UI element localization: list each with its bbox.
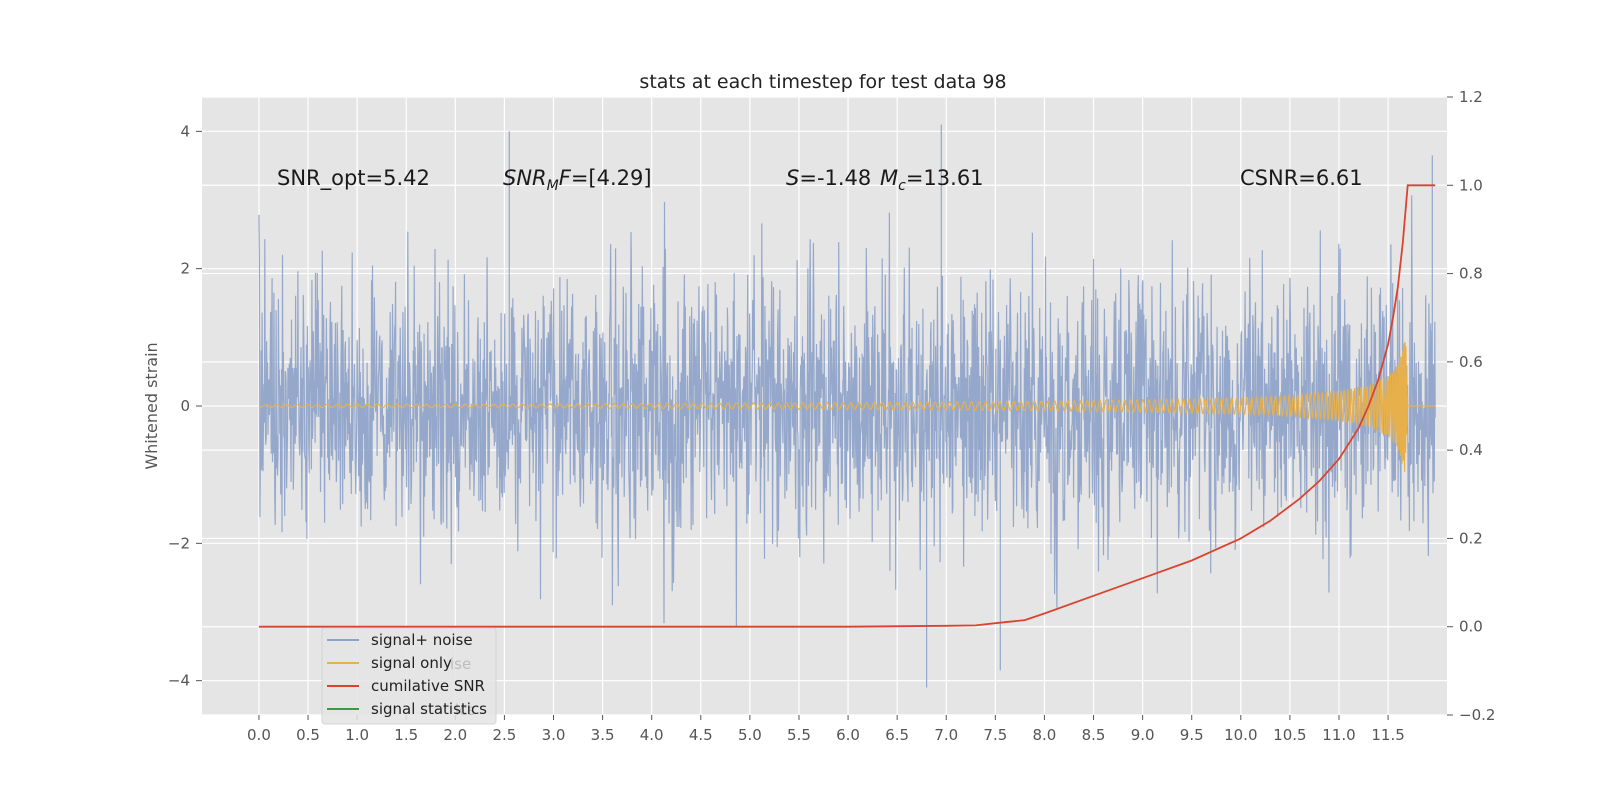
y-tick-label: −4 <box>168 672 190 690</box>
y-axis-right: −0.2 0.0 0.2 0.4 0.6 0.8 1.0 1.2 <box>1447 88 1495 724</box>
annotation-s-prefix: S <box>786 166 799 190</box>
x-axis: 0.0 0.5 1.0 1.5 2.0 2.5 3.0 3.5 4.0 4.5 5.0 5.5 6.0 6… <box>247 715 1405 744</box>
y-right-tick-label: 0.4 <box>1459 441 1483 459</box>
y-right-tick-label: 1.0 <box>1459 176 1483 194</box>
x-tick-label: 8.0 <box>1033 726 1057 744</box>
annotation-s-suffix: =-1.48 <box>799 166 871 190</box>
legend-label-cumulative-snr: cumilative SNR <box>371 677 485 695</box>
annotation-snr-mf-prefix: SNR <box>503 166 547 190</box>
x-tick-label: 11.0 <box>1322 726 1355 744</box>
x-tick-label: 6.5 <box>885 726 909 744</box>
legend: ise ics signal+ noise signal only cumila… <box>321 627 497 725</box>
y-axis-label: Whitened strain <box>142 342 161 469</box>
x-tick-label: 3.5 <box>591 726 615 744</box>
signal-noise-series <box>258 124 1436 688</box>
x-tick-label: 4.5 <box>689 726 713 744</box>
y-right-tick-label: 0.6 <box>1459 353 1483 371</box>
x-tick-label: 2.5 <box>492 726 516 744</box>
x-tick-label: 11.5 <box>1371 726 1404 744</box>
x-tick-label: 7.5 <box>983 726 1007 744</box>
x-tick-label: 6.0 <box>836 726 860 744</box>
legend-ghost-text-1: ise <box>450 655 471 673</box>
y-right-tick-label: 0.8 <box>1459 265 1483 283</box>
x-tick-label: 8.5 <box>1082 726 1106 744</box>
y-tick-label: 4 <box>180 122 190 140</box>
annotation-snr-mf-sub: M <box>547 178 559 194</box>
x-tick-label: 9.5 <box>1180 726 1204 744</box>
y-right-tick-label: 1.2 <box>1459 88 1483 106</box>
annotation-snr-mf: SNRMF=[4.29] <box>503 166 652 194</box>
x-tick-label: 0.0 <box>247 726 271 744</box>
annotation-mc-suffix: =13.61 <box>906 166 984 190</box>
annotation-snr-mf-suffix-f: F <box>559 166 572 190</box>
annotation-mc-prefix: M <box>880 166 898 190</box>
signal-only-line <box>258 341 1436 472</box>
y-tick-label: 2 <box>180 260 190 278</box>
x-tick-label: 9.0 <box>1131 726 1155 744</box>
legend-label-signal-only: signal only <box>371 654 452 672</box>
x-tick-label: 1.0 <box>345 726 369 744</box>
x-tick-label: 2.0 <box>443 726 467 744</box>
x-tick-label: 0.5 <box>296 726 320 744</box>
legend-box <box>321 627 497 725</box>
annotation-mc-sub: c <box>898 178 906 194</box>
x-tick-label: 10.5 <box>1273 726 1306 744</box>
cumulative-snr-line <box>258 184 1436 628</box>
legend-label-signal-noise: signal+ noise <box>371 631 473 649</box>
y-tick-label: 0 <box>180 397 190 415</box>
x-tick-label: 1.5 <box>394 726 418 744</box>
y-right-tick-label: 0.0 <box>1459 618 1483 636</box>
x-tick-label: 5.5 <box>787 726 811 744</box>
signal-only-series <box>258 341 1436 472</box>
legend-label-signal-statistics: signal statistics <box>371 700 487 718</box>
y-right-tick-label: 0.2 <box>1459 529 1483 547</box>
annotation-s-stat: S=-1.48 <box>786 166 871 190</box>
annotation-mc: Mc=13.61 <box>880 166 984 194</box>
x-tick-label: 7.0 <box>934 726 958 744</box>
annotation-csnr: CSNR=6.61 <box>1240 166 1363 190</box>
y-right-tick-label: −0.2 <box>1459 706 1495 724</box>
cumulative-snr-series <box>258 184 1436 628</box>
x-tick-label: 4.0 <box>640 726 664 744</box>
x-tick-label: 5.0 <box>738 726 762 744</box>
chart-title: stats at each timestep for test data 98 <box>639 71 1006 93</box>
y-axis-left: −4 −2 0 2 4 <box>168 122 202 690</box>
signal-noise-line <box>258 124 1436 688</box>
annotation-snr-opt: SNR_opt=5.42 <box>277 166 430 191</box>
x-tick-label: 3.0 <box>542 726 566 744</box>
legend-ghost-text-2: ics <box>455 701 475 719</box>
y-tick-label: −2 <box>168 534 190 552</box>
annotation-snr-mf-suffix: =[4.29] <box>571 166 652 190</box>
x-tick-label: 10.0 <box>1224 726 1257 744</box>
